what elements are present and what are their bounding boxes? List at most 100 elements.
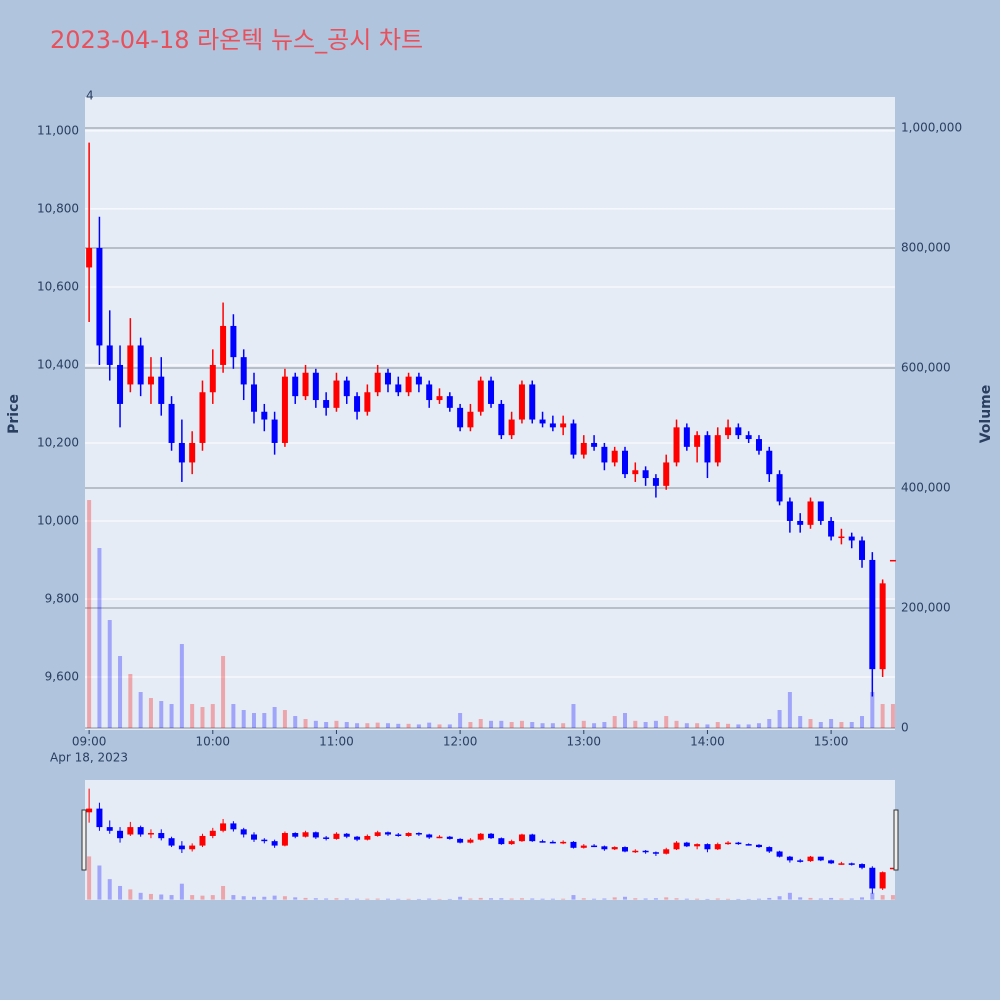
candle-body-mini	[570, 841, 577, 848]
candle-body-mini	[364, 835, 371, 840]
volume-bar	[334, 720, 339, 729]
volume-bar	[489, 720, 494, 729]
candle-body	[209, 364, 216, 393]
candle-body	[560, 423, 567, 428]
volume-bar-mini	[375, 898, 380, 900]
volume-bar-mini	[808, 897, 813, 900]
volume-bar-mini	[97, 865, 102, 900]
x-date-label: Apr 18, 2023	[50, 751, 128, 765]
volume-bar	[118, 656, 123, 729]
volume-bar	[262, 713, 267, 729]
volume-bar-mini	[478, 897, 483, 900]
y-tick-label: 10,000	[37, 513, 79, 527]
volume-bar-mini	[684, 898, 689, 900]
candle-body-mini	[859, 864, 866, 868]
y-tick-label: 10,600	[37, 279, 79, 293]
candle-body-mini	[704, 844, 711, 850]
candle-body-mini	[601, 846, 608, 850]
candle-body-mini	[467, 839, 474, 843]
volume-bar	[633, 720, 638, 729]
candle-body-mini	[178, 845, 185, 850]
candle-body	[622, 450, 628, 475]
volume-bar-mini	[870, 892, 875, 900]
volume-bar-mini	[756, 898, 761, 900]
volume-bar	[437, 724, 442, 729]
candle-body	[776, 474, 783, 502]
volume-bar-mini	[262, 896, 267, 900]
candle-body-mini	[117, 830, 124, 839]
y-tick-label: 10,800	[37, 201, 79, 215]
y2-tick-label: 200,000	[901, 601, 951, 615]
volume-bar	[324, 722, 329, 729]
candle-body-mini	[251, 834, 258, 840]
candle-body-mini	[405, 833, 412, 836]
x-tick-label: 15:00	[814, 735, 849, 749]
candle-body-mini	[220, 823, 227, 831]
volume-bar-mini	[602, 898, 607, 900]
candle-body-mini	[786, 856, 793, 861]
plot-area	[85, 97, 895, 730]
candle-body-mini	[488, 833, 495, 839]
volume-bar	[148, 698, 153, 729]
candle-body-mini	[560, 841, 567, 844]
candle-body	[436, 396, 443, 401]
candle-body	[281, 376, 288, 443]
candle-body	[745, 435, 752, 440]
candle-body	[158, 376, 165, 404]
volume-bar-mini	[860, 897, 865, 900]
candle-body	[488, 380, 495, 404]
candle-body-mini	[611, 847, 618, 850]
volume-bar-mini	[767, 897, 772, 900]
volume-bar	[839, 722, 844, 729]
volume-bar-mini	[252, 896, 257, 900]
volume-bar-mini	[726, 898, 731, 900]
candle-body-mini	[333, 833, 340, 839]
candle-body	[529, 384, 536, 420]
range-slider[interactable]	[85, 780, 895, 900]
candle-body	[725, 427, 732, 436]
volume-bar-mini	[849, 898, 854, 900]
volume-bar	[592, 723, 597, 729]
candle-body-mini	[848, 863, 855, 865]
candle-body-mini	[137, 827, 144, 835]
candle-body	[673, 427, 680, 463]
volume-bar	[550, 723, 555, 729]
candle-body-mini	[498, 838, 505, 845]
volume-bar-mini	[324, 898, 329, 900]
volume-bar	[107, 620, 112, 729]
volume-bar-mini	[221, 885, 226, 900]
candle-body	[220, 325, 227, 365]
candle-body	[518, 384, 525, 420]
volume-bar-mini	[385, 898, 390, 900]
volume-bar	[643, 722, 648, 729]
volume-bar-mini	[87, 856, 92, 900]
candle-body	[580, 442, 587, 455]
candle-body	[415, 376, 422, 385]
y-tick-label: 10,200	[37, 435, 79, 449]
volume-bar-mini	[313, 898, 318, 900]
volume-bar	[736, 724, 741, 729]
candle-body	[797, 520, 804, 525]
candle-body	[714, 435, 721, 463]
volume-bar	[623, 713, 627, 729]
slider-handle[interactable]	[81, 809, 87, 871]
volume-bar-mini	[200, 895, 205, 900]
candle-body-mini	[735, 842, 742, 845]
y2-axis-title: Volume	[978, 385, 994, 444]
candle-body	[354, 396, 361, 412]
candle-body-mini	[807, 856, 814, 862]
volume-bar	[890, 704, 895, 729]
candle-body-mini	[374, 832, 381, 836]
volume-bar	[406, 723, 411, 729]
y-tick-label: 10,400	[37, 357, 79, 371]
candle-body-mini	[797, 860, 804, 862]
volume-bar	[684, 723, 689, 729]
candle-body	[838, 536, 845, 539]
slider-handle[interactable]	[893, 809, 899, 871]
candle-body	[652, 478, 659, 486]
volume-bar	[571, 704, 576, 729]
volume-bar	[715, 722, 720, 729]
volume-bar-mini	[643, 898, 648, 900]
y2-tick-label: 400,000	[901, 481, 951, 495]
candle-body-mini	[312, 832, 319, 838]
